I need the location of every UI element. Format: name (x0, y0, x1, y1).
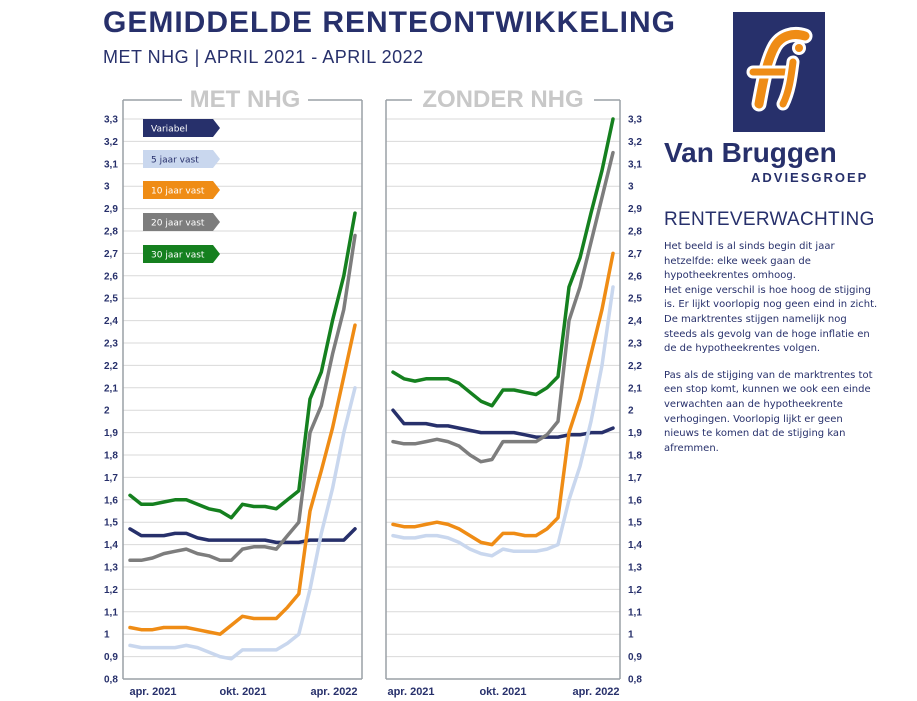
y-tick-label: 2,7 (104, 249, 118, 260)
y-tick-label: 1 (628, 630, 634, 641)
y-tick-label: 2,4 (628, 316, 642, 327)
legend-label: 10 jaar vast (151, 187, 205, 197)
series-line-30-jaar-vast (128, 211, 357, 520)
series-line-5-jaar-vast (391, 285, 615, 558)
y-tick-label: 1,8 (104, 451, 118, 462)
chart-panel-2: 0,8 0,9 1 1,1 1,2 1,3 1,4 1,5 1,6 1,7 1,8 1,9 2 2,1 2,… (385, 86, 642, 698)
legend-label: Variabel (151, 125, 187, 135)
x-tick-label: okt. 2021 (219, 686, 266, 698)
sidebar-text: Het beeld is al sinds begin dit jaar het… (664, 240, 879, 468)
y-tick-label: 3 (628, 182, 634, 193)
y-tick-label: 2,1 (104, 383, 118, 394)
y-tick-label: 0,9 (628, 652, 642, 663)
y-tick-label: 2,9 (628, 204, 642, 215)
y-tick-label: 1,1 (104, 607, 118, 618)
y-tick-label: 1,9 (104, 428, 118, 439)
y-tick-label: 2,5 (628, 294, 642, 305)
series-line-20-jaar-vast (391, 150, 615, 464)
y-tick-label: 1,7 (104, 473, 118, 484)
y-tick-label: 3,2 (104, 137, 118, 148)
y-tick-label: 1,6 (104, 495, 118, 506)
y-tick-label: 2,8 (104, 227, 118, 238)
y-tick-label: 2,6 (628, 271, 642, 282)
y-tick-label: 2,4 (104, 316, 118, 327)
series-line-variabel (391, 408, 615, 439)
logo-box (733, 12, 825, 132)
logo-brand-text: Van Bruggen (664, 137, 837, 168)
y-tick-label: 1,2 (104, 585, 118, 596)
chart-title: GEMIDDELDE RENTEONTWIKKELING (103, 6, 676, 39)
series-line-variabel (128, 527, 357, 545)
legend-label: 30 jaar vast (151, 251, 205, 261)
legend-marker (143, 119, 220, 137)
series-line-20-jaar-vast (128, 233, 357, 563)
sidebar-paragraph-1: Het beeld is al sinds begin dit jaar het… (664, 241, 878, 355)
sidebar-heading: RENTEVERWACHTING (664, 209, 875, 230)
y-tick-label: 1 (104, 630, 110, 641)
y-tick-label: 3,2 (628, 137, 642, 148)
y-tick-label: 1,3 (104, 563, 118, 574)
chart-subtitle: MET NHG | APRIL 2021 - APRIL 2022 (103, 47, 424, 67)
sidebar-paragraph-2: Pas als de stijging van de marktrentes t… (664, 369, 873, 454)
y-tick-label: 0,8 (628, 675, 642, 686)
legend-label: 20 jaar vast (151, 219, 205, 229)
y-tick-label: 0,9 (104, 652, 118, 663)
legend-marker (143, 245, 220, 263)
x-tick-label: okt. 2021 (479, 686, 526, 698)
legend-marker (143, 213, 220, 231)
y-tick-label: 1,5 (628, 518, 642, 529)
panel-title: MET NHG (190, 86, 301, 113)
y-tick-label: 0,8 (104, 675, 118, 686)
panel-title: ZONDER NHG (422, 86, 583, 113)
x-tick-label: apr. 2022 (310, 686, 357, 698)
y-tick-label: 1,9 (628, 428, 642, 439)
y-tick-label: 3,3 (628, 115, 642, 126)
y-tick-label: 2,2 (628, 361, 642, 372)
y-tick-label: 1,4 (104, 540, 118, 551)
fi-monogram-icon (746, 26, 813, 112)
y-tick-label: 2 (628, 406, 634, 417)
y-tick-label: 3 (104, 182, 110, 193)
y-tick-label: 1,6 (628, 495, 642, 506)
legend-marker (143, 181, 220, 199)
chart-canvas: 0,8 0,9 1 1,1 1,2 1,3 1,4 1,5 1,6 1,7 1,8 1,9 2 2,1 2,… (104, 86, 642, 698)
series-line-5-jaar-vast (128, 386, 357, 661)
y-tick-label: 1,2 (628, 585, 642, 596)
y-tick-label: 2 (104, 406, 110, 417)
y-tick-label: 2,2 (104, 361, 118, 372)
y-tick-label: 1,5 (104, 518, 118, 529)
y-tick-label: 2,1 (628, 383, 642, 394)
y-tick-label: 1,3 (628, 563, 642, 574)
y-tick-label: 1,1 (628, 607, 642, 618)
x-tick-label: apr. 2022 (572, 686, 619, 698)
series-line-10-jaar-vast (391, 251, 615, 547)
y-tick-label: 2,5 (104, 294, 118, 305)
x-tick-label: apr. 2021 (387, 686, 434, 698)
y-tick-label: 2,3 (104, 339, 118, 350)
y-tick-label: 2,7 (628, 249, 642, 260)
x-tick-label: apr. 2021 (129, 686, 176, 698)
chart-panel-1: 0,8 0,9 1 1,1 1,2 1,3 1,4 1,5 1,6 1,7 1,8 1,9 2 2,1 2,… (104, 86, 363, 698)
y-tick-label: 2,3 (628, 339, 642, 350)
y-tick-label: 3,1 (104, 159, 118, 170)
y-tick-label: 1,4 (628, 540, 642, 551)
series-line-30-jaar-vast (391, 117, 615, 408)
y-tick-label: 3,3 (104, 115, 118, 126)
y-tick-label: 2,8 (628, 227, 642, 238)
legend-label: 5 jaar vast (151, 156, 199, 166)
y-tick-label: 1,8 (628, 451, 642, 462)
legend-marker (143, 150, 220, 168)
y-tick-label: 2,9 (104, 204, 118, 215)
y-tick-label: 3,1 (628, 159, 642, 170)
y-tick-label: 1,7 (628, 473, 642, 484)
series-line-10-jaar-vast (128, 323, 357, 636)
y-tick-label: 2,6 (104, 271, 118, 282)
logo-sub-text: ADVIESGROEP (751, 170, 869, 185)
